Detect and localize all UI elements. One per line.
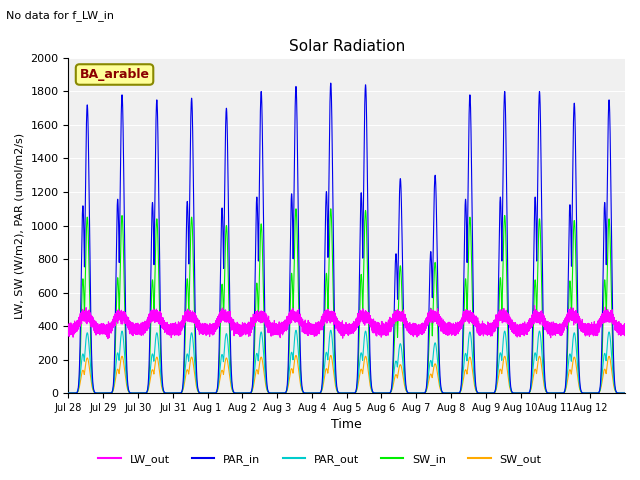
SW_in <box>114 277 122 283</box>
PAR_in <box>218 206 226 212</box>
PAR_out <box>536 328 543 334</box>
SW_in <box>573 331 581 337</box>
SW_in <box>536 216 543 222</box>
LW_out <box>65 329 72 335</box>
SW_out <box>218 368 226 373</box>
LW_out <box>218 310 226 316</box>
Y-axis label: LW, SW (W/m2), PAR (umol/m2/s): LW, SW (W/m2), PAR (umol/m2/s) <box>15 132 25 319</box>
Text: No data for f_LW_in: No data for f_LW_in <box>6 10 115 21</box>
PAR_out <box>218 352 226 358</box>
SW_in <box>65 390 72 396</box>
PAR_in <box>327 80 335 86</box>
Title: Solar Radiation: Solar Radiation <box>289 39 405 54</box>
PAR_out <box>573 361 581 367</box>
Line: PAR_in: PAR_in <box>68 83 625 393</box>
SW_out <box>292 352 300 358</box>
SW_out <box>573 373 581 379</box>
SW_in <box>218 282 226 288</box>
PAR_out <box>65 390 72 396</box>
PAR_in <box>65 390 72 396</box>
LW_out <box>621 323 629 329</box>
Line: LW_out: LW_out <box>68 306 625 338</box>
PAR_out <box>114 350 122 356</box>
SW_out <box>495 371 503 376</box>
SW_in <box>256 241 264 247</box>
SW_out <box>65 390 72 396</box>
LW_out <box>256 319 264 325</box>
PAR_out <box>621 390 629 396</box>
SW_in <box>292 206 300 212</box>
SW_out <box>536 353 543 359</box>
Line: SW_in: SW_in <box>68 209 625 393</box>
Legend: LW_out, PAR_in, PAR_out, SW_in, SW_out: LW_out, PAR_in, PAR_out, SW_in, SW_out <box>94 450 546 469</box>
Line: SW_out: SW_out <box>68 355 625 393</box>
LW_out <box>531 303 538 309</box>
PAR_in <box>256 124 264 130</box>
PAR_in <box>536 89 543 95</box>
PAR_in <box>114 201 122 207</box>
PAR_in <box>573 291 581 297</box>
PAR_in <box>621 390 629 396</box>
PAR_out <box>495 357 503 363</box>
LW_out <box>495 310 503 315</box>
LW_out <box>104 336 112 341</box>
LW_out <box>536 316 543 322</box>
SW_in <box>495 305 503 311</box>
SW_out <box>256 357 264 363</box>
Line: PAR_out: PAR_out <box>68 330 625 393</box>
SW_out <box>621 390 629 396</box>
SW_in <box>621 390 629 396</box>
PAR_out <box>292 327 300 333</box>
Text: BA_arable: BA_arable <box>79 68 150 81</box>
PAR_out <box>256 334 264 340</box>
LW_out <box>573 314 581 320</box>
X-axis label: Time: Time <box>332 419 362 432</box>
SW_out <box>114 367 122 372</box>
PAR_in <box>495 245 503 251</box>
LW_out <box>115 312 122 318</box>
